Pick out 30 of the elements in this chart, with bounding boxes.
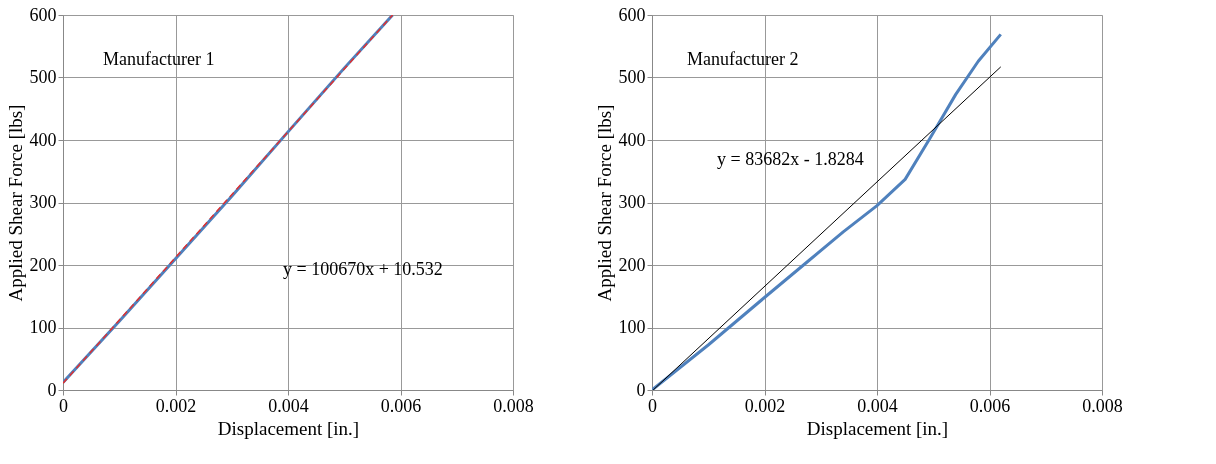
y-tick-label: 300 bbox=[618, 192, 646, 212]
x-tick-label: 0.002 bbox=[155, 395, 197, 416]
y-tick-label: 600 bbox=[29, 4, 57, 25]
x-axis-title: Displacement [in.] bbox=[217, 417, 360, 439]
x-tick-label: 0.004 bbox=[857, 395, 898, 416]
y-axis-title: Applied Shear Force [lbs] bbox=[593, 104, 615, 302]
y-axis-title: Applied Shear Force [lbs] bbox=[4, 104, 26, 302]
y-tick-label: 500 bbox=[618, 67, 646, 87]
x-tick-label: 0.006 bbox=[380, 395, 422, 416]
x-tick-label: 0.006 bbox=[969, 395, 1011, 416]
annotation: Manufacturer 1 bbox=[103, 49, 215, 69]
y-tick-label: 300 bbox=[29, 192, 57, 212]
x-axis-title: Displacement [in.] bbox=[806, 417, 949, 439]
y-tick-label: 400 bbox=[29, 129, 57, 150]
x-tick-label: 0.008 bbox=[493, 395, 534, 416]
y-tick-label: 0 bbox=[47, 379, 57, 400]
y-tick-label: 100 bbox=[618, 317, 646, 337]
y-tick-label: 200 bbox=[618, 254, 646, 275]
x-tick-label: 0.002 bbox=[744, 395, 786, 416]
y-tick-label: 200 bbox=[29, 254, 57, 275]
x-tick-label: 0.004 bbox=[268, 395, 309, 416]
annotation: y = 83682x - 1.8284 bbox=[717, 149, 864, 169]
y-tick-label: 100 bbox=[29, 317, 57, 337]
annotation: y = 100670x + 10.532 bbox=[283, 259, 443, 279]
annotation: Manufacturer 2 bbox=[687, 49, 799, 69]
y-tick-label: 400 bbox=[618, 129, 646, 150]
y-tick-label: 0 bbox=[636, 379, 646, 400]
y-tick-label: 600 bbox=[618, 4, 646, 25]
x-tick-label: 0.008 bbox=[1082, 395, 1123, 416]
y-tick-label: 500 bbox=[29, 67, 57, 87]
